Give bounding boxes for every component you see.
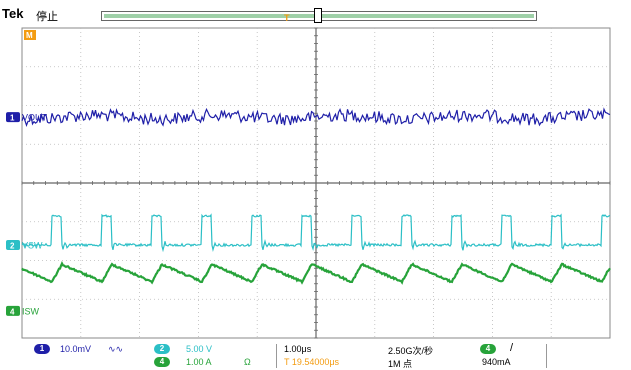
trigger-source-badge[interactable]: 4 [480, 344, 496, 354]
ch4-ground-marker: 4 ISW [6, 305, 40, 316]
ch2-badge[interactable]: 2 [154, 344, 170, 354]
math-marker-label: M [26, 31, 33, 40]
math-marker-shape [24, 30, 36, 40]
trigger-slope-icon: / [510, 342, 514, 354]
traces [21, 107, 611, 285]
ch4-scale[interactable]: 1.00 A [186, 357, 212, 367]
horizontal-position[interactable]: T 19.54000μs [284, 357, 340, 367]
ch2-marker-id: 2 [10, 242, 15, 251]
brand-logo: Tek [2, 6, 24, 21]
trace-vout [21, 107, 611, 127]
trace-isw [21, 260, 611, 285]
ch1-bandwidth-icon: ∿∿ [108, 344, 124, 354]
record-window-marker[interactable] [314, 8, 322, 23]
trigger-level[interactable]: 940mA [482, 357, 511, 367]
trigger-position-marker: T [284, 13, 290, 23]
acquisition-status: 停止 [36, 11, 58, 23]
ch1-ground-marker: 1 VOUT [6, 112, 48, 123]
ch4-marker-shape [6, 305, 20, 316]
ch4-trace-label: ISW [22, 306, 40, 316]
ch2-scale[interactable]: 5.00 V [186, 344, 213, 354]
ch1-marker-shape [6, 112, 20, 123]
ch1-marker-id: 1 [10, 114, 15, 123]
ch4-marker-id: 4 [10, 307, 15, 316]
record-length: 1M 点 [388, 359, 413, 369]
readout-bar: 1 10.0mV ∿∿ 2 5.00 V 4 1.00 A Ω 1.00μs T… [0, 340, 631, 370]
separator [546, 344, 547, 368]
graticule [21, 27, 611, 339]
ch1-scale[interactable]: 10.0mV [60, 344, 92, 354]
ch4-coupling-icon: Ω [244, 357, 251, 367]
ch1-trace-label: VOUT [22, 113, 48, 123]
ch4-badge[interactable]: 4 [154, 357, 170, 367]
sample-rate: 2.50G次/秒 [388, 346, 434, 356]
separator [276, 344, 277, 368]
trace-vsw [21, 213, 611, 253]
ch2-marker-shape [6, 240, 20, 250]
ch1-badge[interactable]: 1 [34, 344, 50, 354]
timebase[interactable]: 1.00μs [284, 344, 312, 354]
status-bar: Tek 停止 T [0, 0, 631, 26]
math-marker: M [24, 30, 36, 40]
